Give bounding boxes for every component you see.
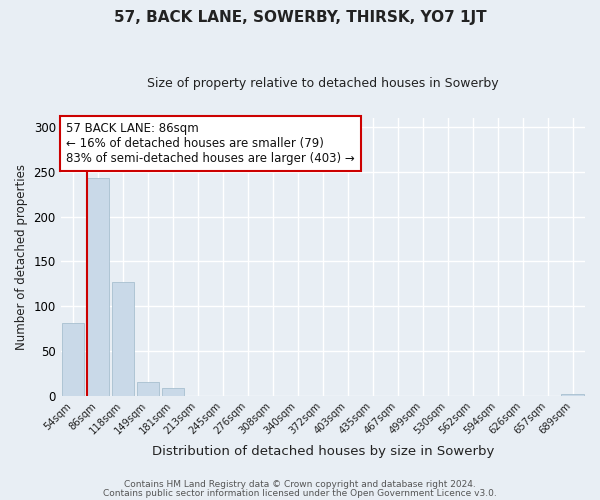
Text: Contains HM Land Registry data © Crown copyright and database right 2024.: Contains HM Land Registry data © Crown c… [124,480,476,489]
Text: 57, BACK LANE, SOWERBY, THIRSK, YO7 1JT: 57, BACK LANE, SOWERBY, THIRSK, YO7 1JT [113,10,487,25]
Bar [87,178,109,396]
Bar [112,282,134,396]
Text: Contains public sector information licensed under the Open Government Licence v3: Contains public sector information licen… [103,489,497,498]
Bar [62,323,85,396]
Bar [162,388,184,396]
Bar [137,382,159,396]
Text: 57 BACK LANE: 86sqm
← 16% of detached houses are smaller (79)
83% of semi-detach: 57 BACK LANE: 86sqm ← 16% of detached ho… [66,122,355,165]
Title: Size of property relative to detached houses in Sowerby: Size of property relative to detached ho… [147,78,499,90]
Y-axis label: Number of detached properties: Number of detached properties [15,164,28,350]
Bar [561,394,584,396]
X-axis label: Distribution of detached houses by size in Sowerby: Distribution of detached houses by size … [152,444,494,458]
